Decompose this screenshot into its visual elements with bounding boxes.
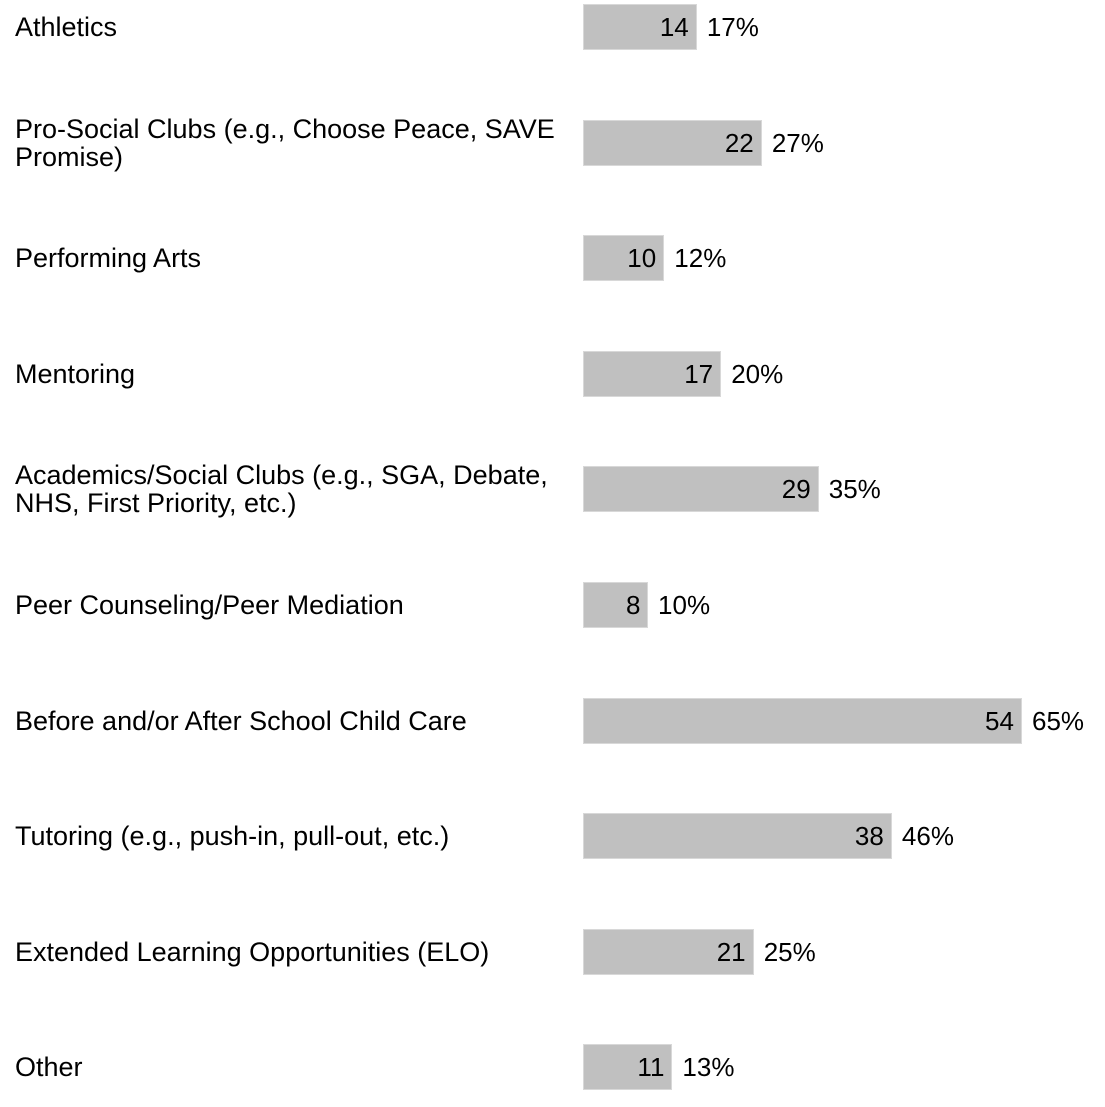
category-label: Academics/Social Clubs (e.g., SGA, Debat… bbox=[15, 460, 548, 519]
category-label: Mentoring bbox=[15, 358, 136, 389]
count-label: 17 bbox=[684, 358, 714, 389]
bar bbox=[583, 1044, 673, 1091]
category-label: Performing Arts bbox=[15, 243, 202, 274]
bar bbox=[583, 466, 819, 513]
category-label: Extended Learning Opportunities (ELO) bbox=[15, 936, 490, 967]
bar bbox=[583, 928, 754, 975]
category-label: Other bbox=[15, 1052, 83, 1083]
percent-label: 20% bbox=[731, 358, 784, 389]
bar bbox=[583, 235, 665, 282]
percent-label: 17% bbox=[706, 12, 759, 42]
count-label: 21 bbox=[716, 936, 746, 967]
count-label: 14 bbox=[659, 12, 689, 42]
percent-label: 10% bbox=[658, 590, 711, 620]
category-label: Before and/or After School Child Care bbox=[15, 705, 467, 736]
count-label: 8 bbox=[626, 590, 641, 620]
category-label: Peer Counseling/Peer Mediation bbox=[15, 590, 404, 620]
count-label: 10 bbox=[627, 243, 657, 274]
percent-label: 46% bbox=[901, 821, 954, 852]
category-label: Tutoring (e.g., push-in, pull-out, etc.) bbox=[15, 821, 450, 852]
count-label: 11 bbox=[637, 1052, 665, 1083]
bar bbox=[583, 4, 697, 50]
bar bbox=[583, 350, 722, 397]
percent-label: 35% bbox=[828, 474, 881, 505]
count-label: 22 bbox=[724, 127, 754, 158]
percent-label: 65% bbox=[1032, 705, 1085, 736]
category-label: Pro-Social Clubs (e.g., Choose Peace, SA… bbox=[15, 113, 555, 172]
bar bbox=[583, 119, 762, 166]
bar bbox=[583, 813, 892, 860]
percent-label: 27% bbox=[771, 127, 824, 158]
percent-label: 12% bbox=[674, 243, 727, 274]
percent-label: 13% bbox=[682, 1052, 735, 1083]
count-label: 54 bbox=[985, 705, 1014, 736]
count-label: 29 bbox=[781, 474, 811, 505]
category-label: Athletics bbox=[15, 12, 118, 42]
bar bbox=[583, 697, 1022, 744]
count-label: 38 bbox=[854, 821, 884, 852]
bar bbox=[583, 582, 649, 628]
percent-label: 25% bbox=[763, 936, 816, 967]
